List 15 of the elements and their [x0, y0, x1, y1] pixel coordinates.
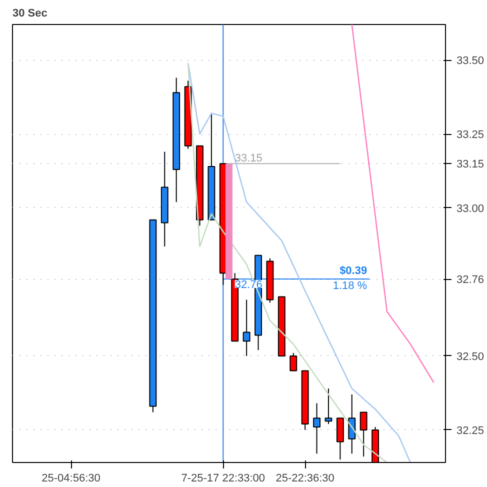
annotation: 32.76 — [234, 279, 262, 292]
y-tick-label: 33.50 — [456, 55, 484, 68]
y-tick-label: 33.15 — [456, 158, 484, 171]
x-tick-label: 25-22:36:30 — [276, 472, 334, 484]
chart-title: 30 Sec — [12, 8, 48, 20]
y-tick-label: 33.00 — [456, 202, 484, 215]
y-tick-label: 32.25 — [456, 424, 484, 437]
annotation: $0.39 — [340, 265, 368, 278]
annotation: 33.15 — [234, 152, 262, 165]
annotation: 1.18 % — [332, 280, 368, 292]
y-tick-label: 32.50 — [456, 350, 484, 363]
x-tick-label: 7-25-17 22:33:00 — [181, 472, 266, 484]
y-tick-label: 32.76 — [456, 274, 484, 286]
y-tick-label: 33.25 — [456, 129, 484, 141]
x-tick-label: 25-04:56:30 — [42, 472, 100, 484]
